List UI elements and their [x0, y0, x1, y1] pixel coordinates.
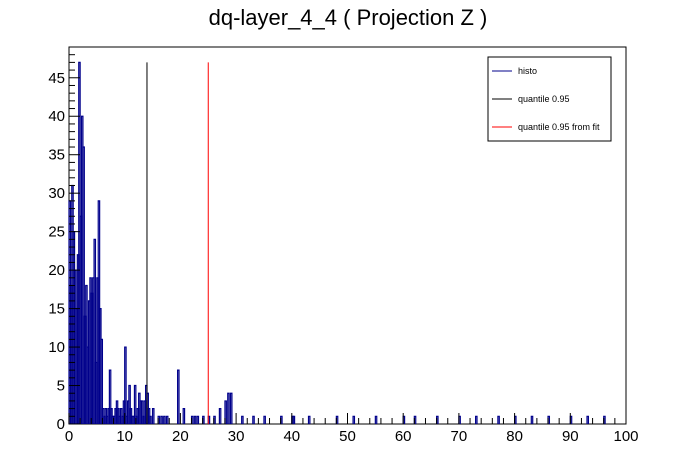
histogram-bar — [140, 400, 144, 424]
histogram-bar — [241, 415, 244, 424]
chart-title: dq-layer_4_4 ( Projection Z ) — [209, 5, 488, 30]
histogram-bar — [177, 369, 180, 424]
histogram-bar — [218, 408, 222, 424]
histogram-bar — [374, 415, 378, 424]
legend-label-histo: histo — [518, 66, 537, 76]
x-tick-label: 30 — [228, 428, 245, 445]
histogram-bar — [224, 400, 227, 424]
histogram-bar — [530, 415, 534, 424]
histogram-bar — [151, 408, 155, 424]
histogram-bar — [263, 415, 266, 424]
y-tick-label: 10 — [48, 339, 65, 356]
x-tick-label: 10 — [116, 428, 133, 445]
x-tick-label: 90 — [562, 428, 579, 445]
histogram-bar — [160, 415, 163, 424]
histogram-bar — [229, 392, 233, 424]
x-tick-label: 70 — [451, 428, 468, 445]
x-tick-label: 80 — [506, 428, 523, 445]
x-tick-label: 20 — [172, 428, 189, 445]
histogram-bar — [149, 415, 152, 424]
y-axis: 0 5 10 15 20 25 30 35 40 45 — [48, 46, 80, 433]
histogram-bar — [196, 415, 200, 424]
quantile-lines — [146, 62, 209, 424]
histogram-bar — [292, 415, 296, 424]
histogram-bar — [133, 384, 137, 424]
histogram-bar — [124, 346, 127, 424]
histogram-bar — [227, 392, 230, 424]
histogram-bar — [307, 415, 311, 424]
y-tick-label: 0 — [57, 416, 65, 433]
histogram-bar — [100, 338, 104, 424]
histogram-bar — [497, 415, 500, 424]
histogram-bar — [193, 415, 197, 424]
x-tick-label: 100 — [613, 428, 638, 445]
y-tick-label: 5 — [57, 378, 65, 395]
x-axis: 0 10 20 30 40 50 60 70 80 90 100 — [65, 413, 639, 445]
x-tick-label: 60 — [395, 428, 412, 445]
y-tick-label: 35 — [48, 147, 65, 164]
histogram-bar — [182, 408, 186, 424]
histogram-bar — [165, 415, 169, 424]
x-tick-label: 50 — [339, 428, 356, 445]
y-tick-label: 20 — [48, 262, 65, 279]
histogram-bar — [352, 415, 356, 424]
legend-label-quantile-fit: quantile 0.95 from fit — [518, 122, 600, 132]
histogram-bars — [68, 61, 606, 424]
x-tick-label: 40 — [283, 428, 300, 445]
histogram-bar — [252, 415, 255, 424]
x-tick-label: 0 — [65, 428, 73, 445]
y-tick-label: 15 — [48, 301, 65, 318]
legend: histo quantile 0.95 quantile 0.95 from f… — [487, 56, 612, 142]
legend-label-quantile: quantile 0.95 — [518, 94, 570, 104]
histogram-bar — [108, 369, 112, 424]
histogram-bar — [93, 238, 97, 424]
histogram-bar — [163, 415, 166, 424]
y-tick-label: 25 — [48, 224, 65, 241]
histogram-bar — [82, 146, 85, 424]
histogram-bar — [128, 384, 131, 424]
histogram-bar — [586, 415, 590, 424]
y-tick-label: 40 — [48, 108, 65, 125]
histogram-bar — [475, 415, 478, 424]
y-tick-label: 45 — [48, 70, 65, 87]
y-tick-label: 30 — [48, 185, 65, 202]
